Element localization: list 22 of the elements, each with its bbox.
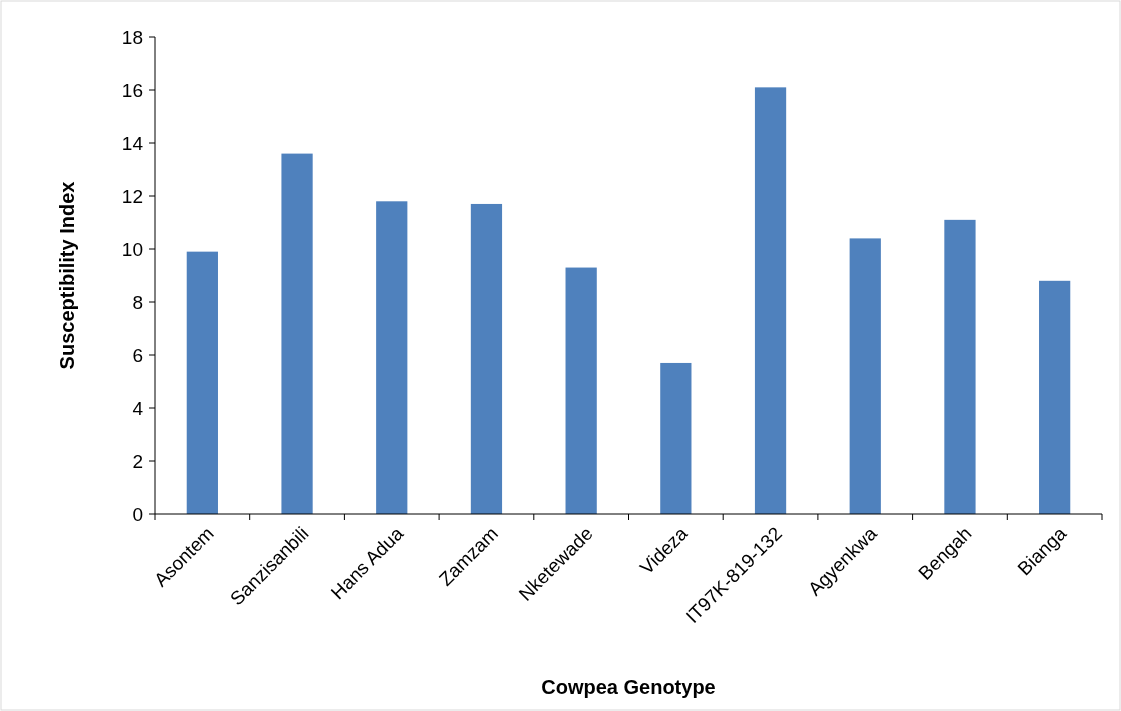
bar [470,203,503,514]
y-tick-label: 8 [132,291,143,313]
bar [660,362,692,514]
y-axis-title: Susceptibility Index [56,181,78,370]
y-tick-label: 4 [132,397,144,419]
bar [565,267,597,514]
y-tick-label: 12 [121,185,143,207]
bar [186,251,218,514]
y-tick-label: 14 [121,132,144,154]
bar [754,87,787,514]
bar [1039,280,1071,514]
bar [281,153,313,514]
bar [376,201,408,514]
x-axis-title: Cowpea Genotype [541,676,716,698]
y-tick-label: 2 [132,450,143,472]
y-tick-label: 16 [121,79,143,101]
y-tick-label: 18 [121,26,143,48]
bar [849,238,881,514]
bar [944,219,976,514]
y-tick-label: 6 [132,344,143,366]
y-tick-label: 10 [121,238,143,260]
y-tick-label: 0 [132,503,143,525]
